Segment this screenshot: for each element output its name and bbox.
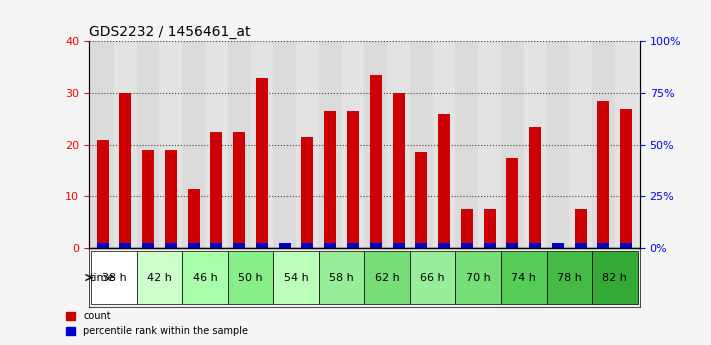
Bar — [552, 243, 564, 248]
Bar — [233, 243, 245, 248]
Bar — [529, 127, 541, 248]
FancyBboxPatch shape — [456, 251, 501, 304]
Text: 50 h: 50 h — [238, 273, 263, 283]
Bar — [438, 114, 450, 248]
Bar — [165, 150, 177, 248]
Bar — [188, 243, 200, 248]
Bar — [137, 41, 159, 248]
Bar — [296, 41, 319, 248]
Bar — [347, 243, 359, 248]
Bar — [97, 139, 109, 248]
Legend: count, percentile rank within the sample: count, percentile rank within the sample — [62, 307, 252, 340]
FancyBboxPatch shape — [364, 251, 410, 304]
Bar — [250, 41, 273, 248]
Bar — [529, 243, 541, 248]
Bar — [165, 243, 177, 248]
Bar — [210, 243, 223, 248]
FancyBboxPatch shape — [137, 251, 182, 304]
Bar — [483, 209, 496, 248]
Bar — [570, 41, 592, 248]
Bar — [597, 243, 609, 248]
Bar — [347, 111, 359, 248]
Bar — [574, 209, 587, 248]
Bar — [256, 78, 268, 248]
Bar — [597, 101, 609, 248]
FancyBboxPatch shape — [319, 251, 364, 304]
Bar — [182, 41, 205, 248]
Bar — [506, 243, 518, 248]
Bar — [392, 93, 405, 248]
Bar — [552, 243, 564, 248]
Bar — [114, 41, 137, 248]
Bar — [119, 93, 132, 248]
Bar — [142, 150, 154, 248]
Bar — [301, 243, 314, 248]
Bar — [615, 41, 638, 248]
Bar — [415, 243, 427, 248]
Bar — [547, 41, 570, 248]
Bar — [620, 109, 632, 248]
Text: 78 h: 78 h — [557, 273, 582, 283]
Bar — [273, 41, 296, 248]
Bar — [501, 41, 524, 248]
Text: 62 h: 62 h — [375, 273, 400, 283]
FancyBboxPatch shape — [501, 251, 547, 304]
Text: 42 h: 42 h — [147, 273, 172, 283]
Bar — [188, 189, 200, 248]
FancyBboxPatch shape — [91, 251, 137, 304]
Bar — [461, 243, 473, 248]
Bar — [364, 41, 387, 248]
Bar — [279, 243, 291, 248]
Bar — [319, 41, 341, 248]
Text: time: time — [90, 273, 114, 283]
Text: GDS2232 / 1456461_at: GDS2232 / 1456461_at — [89, 25, 250, 39]
Bar — [387, 41, 410, 248]
Bar — [159, 41, 182, 248]
FancyBboxPatch shape — [273, 251, 319, 304]
Text: 46 h: 46 h — [193, 273, 218, 283]
Bar — [279, 243, 291, 248]
Bar — [415, 152, 427, 248]
Bar — [461, 209, 473, 248]
Bar — [392, 243, 405, 248]
Bar — [574, 243, 587, 248]
Bar — [341, 41, 364, 248]
FancyBboxPatch shape — [410, 251, 456, 304]
Bar — [324, 243, 336, 248]
Bar — [370, 243, 382, 248]
Bar — [91, 41, 114, 248]
FancyBboxPatch shape — [228, 251, 273, 304]
Bar — [233, 132, 245, 248]
Bar — [256, 243, 268, 248]
Bar — [97, 243, 109, 248]
Text: 74 h: 74 h — [511, 273, 536, 283]
Bar — [620, 243, 632, 248]
Bar — [210, 132, 223, 248]
Text: 66 h: 66 h — [420, 273, 445, 283]
Bar — [456, 41, 479, 248]
Bar — [524, 41, 547, 248]
FancyBboxPatch shape — [592, 251, 638, 304]
Bar — [483, 243, 496, 248]
Bar — [228, 41, 250, 248]
FancyBboxPatch shape — [182, 251, 228, 304]
Text: 54 h: 54 h — [284, 273, 309, 283]
Bar — [205, 41, 228, 248]
Bar — [479, 41, 501, 248]
Text: 58 h: 58 h — [329, 273, 354, 283]
Bar — [301, 137, 314, 248]
Bar — [370, 75, 382, 248]
Bar — [410, 41, 433, 248]
Bar — [592, 41, 615, 248]
Bar — [438, 243, 450, 248]
Text: 70 h: 70 h — [466, 273, 491, 283]
Bar — [433, 41, 456, 248]
Bar — [324, 111, 336, 248]
Text: 38 h: 38 h — [102, 273, 127, 283]
Text: 82 h: 82 h — [602, 273, 627, 283]
Bar — [142, 243, 154, 248]
Bar — [119, 243, 132, 248]
FancyBboxPatch shape — [547, 251, 592, 304]
Bar — [506, 158, 518, 248]
